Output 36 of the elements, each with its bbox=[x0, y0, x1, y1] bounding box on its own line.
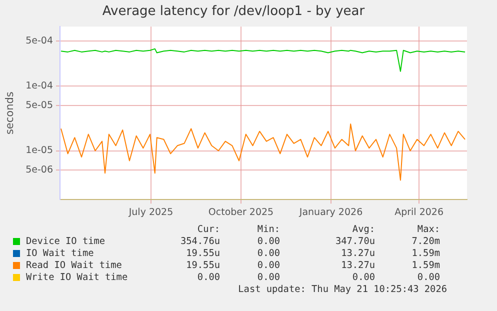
text: 354.76u bbox=[179, 236, 220, 247]
legend-label: Read IO Wait time bbox=[26, 260, 122, 271]
text: 347.70u bbox=[334, 236, 375, 247]
x-tick-label: April 2026 bbox=[394, 206, 444, 218]
text: 0.00 bbox=[257, 236, 280, 247]
text: 19.55u bbox=[185, 260, 220, 271]
text: 0.00 bbox=[417, 272, 440, 283]
legend-label: Device IO time bbox=[26, 236, 106, 247]
y-tick-label: 5e-04 bbox=[26, 36, 54, 47]
text: Max: bbox=[417, 224, 440, 235]
y-tick-label: 1e-05 bbox=[26, 145, 54, 156]
y-tick-label: 1e-04 bbox=[26, 80, 54, 92]
text: 0.00 bbox=[257, 248, 280, 259]
text: 13.27u bbox=[340, 260, 375, 271]
y-tick-label: 5e-05 bbox=[26, 100, 54, 112]
text: 19.55u bbox=[185, 248, 220, 259]
y-tick-label: 5e-06 bbox=[26, 164, 54, 176]
text: Last update: Thu May 21 10:25:43 2026 bbox=[238, 284, 447, 295]
text: Cur: bbox=[196, 224, 220, 235]
text: 0.00 bbox=[257, 272, 280, 283]
legend-label: Write IO Wait time bbox=[26, 272, 128, 283]
legend-label: IO Wait time bbox=[26, 248, 94, 259]
x-tick-label: July 2025 bbox=[128, 206, 174, 218]
text: 1.59m bbox=[412, 260, 440, 271]
x-tick-label: October 2025 bbox=[208, 206, 274, 218]
chart-title: Average latency for /dev/loop1 - by year bbox=[102, 4, 366, 20]
text: 0.00 bbox=[257, 260, 280, 271]
text: Min: bbox=[257, 224, 280, 235]
y-axis-title: seconds bbox=[4, 92, 16, 135]
text: 7.20m bbox=[412, 236, 440, 247]
text: 1.59m bbox=[412, 248, 440, 259]
text: Avg: bbox=[351, 224, 375, 235]
text: 0.00 bbox=[351, 272, 375, 283]
text: 0.00 bbox=[196, 272, 220, 283]
text: 13.27u bbox=[340, 248, 375, 259]
x-tick-label: January 2026 bbox=[298, 206, 363, 218]
